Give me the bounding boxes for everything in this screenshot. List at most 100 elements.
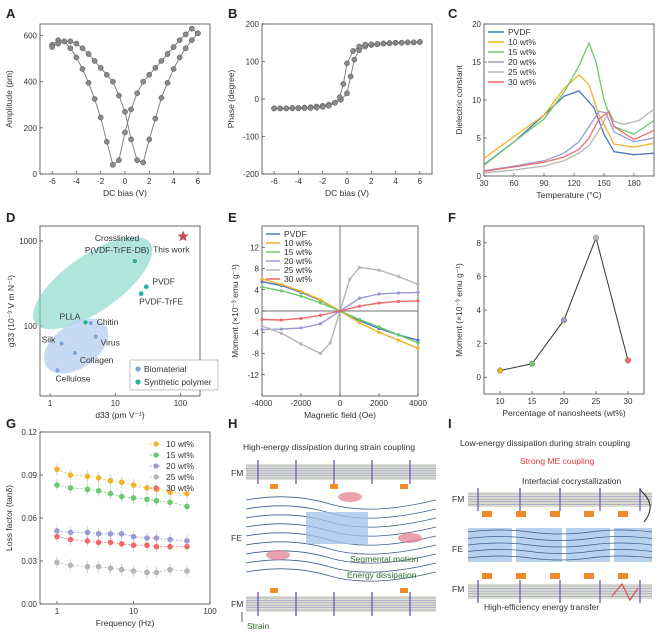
data-point xyxy=(260,285,264,289)
data-point xyxy=(153,535,160,541)
data-point xyxy=(299,294,303,298)
y-tick-label: 0.09 xyxy=(21,471,37,480)
legend-marker xyxy=(153,463,159,469)
legend-label: 25 wt% xyxy=(508,67,536,77)
data-point xyxy=(128,106,134,113)
data-point xyxy=(167,489,173,496)
data-point xyxy=(283,105,290,112)
x-axis-label: Magnetic field (Oe) xyxy=(304,410,376,420)
series-line-15wt xyxy=(483,41,655,166)
diagram-h-segmental-motion: Segmental motion xyxy=(350,554,419,564)
polymer-chain xyxy=(467,542,653,548)
y-tick-label: 0 xyxy=(477,172,482,181)
data-point xyxy=(85,79,92,86)
data-point xyxy=(176,54,183,61)
diagram-h-artwork xyxy=(241,460,437,622)
data-point xyxy=(97,64,104,71)
coupling-block xyxy=(400,588,408,593)
diagram-h-fm-bottom: FM xyxy=(231,599,243,609)
data-point xyxy=(67,38,74,45)
data-point xyxy=(325,102,332,109)
polymer-chain xyxy=(245,496,437,510)
data-point xyxy=(279,331,284,335)
polymer-chain xyxy=(245,541,437,555)
panel-label-g: G xyxy=(6,416,16,431)
data-point xyxy=(344,60,350,67)
x-tick-label: 0 xyxy=(123,177,128,186)
cocrystal-block xyxy=(618,511,628,517)
cocrystal-block xyxy=(482,511,492,517)
data-point xyxy=(497,367,504,374)
panel-label-i: I xyxy=(448,416,452,431)
series-dashed-line xyxy=(56,468,188,494)
data-point xyxy=(396,338,401,342)
x-axis-label: DC bias (V) xyxy=(103,188,147,198)
data-point xyxy=(260,324,264,328)
polymer-chain xyxy=(245,559,437,573)
data-point xyxy=(116,157,122,164)
data-point xyxy=(182,31,189,38)
data-point xyxy=(392,39,399,46)
y-tick-label: 15 xyxy=(472,58,481,67)
data-point xyxy=(67,536,74,543)
point-label: Silk xyxy=(42,335,56,345)
data-point xyxy=(357,296,362,300)
hysteresis-line xyxy=(274,41,420,109)
x-tick-label: -2 xyxy=(319,177,327,186)
data-point xyxy=(107,490,114,497)
data-point xyxy=(279,327,284,331)
cocrystal-block xyxy=(618,573,628,579)
cocrystal-block xyxy=(550,573,560,579)
data-point xyxy=(153,543,160,550)
x-tick-label: 10 xyxy=(496,397,505,406)
y-tick-label: 8 xyxy=(255,265,260,274)
cocrystal-block xyxy=(584,511,594,517)
legend-marker-biomaterial xyxy=(135,366,141,372)
data-point xyxy=(134,157,140,164)
legend-label: 20 wt% xyxy=(284,256,312,266)
point-label: Cellulose xyxy=(56,373,91,383)
data-point xyxy=(97,114,104,121)
data-point xyxy=(625,357,632,364)
data-point xyxy=(130,482,137,488)
y-tick-label: 4 xyxy=(255,286,260,295)
legend-label: Synthetic polymer xyxy=(144,377,212,387)
data-point xyxy=(279,282,284,287)
legend-marker xyxy=(153,485,159,491)
y-axis-label: Phase (degree) xyxy=(226,70,236,129)
data-point xyxy=(152,115,159,122)
x-tick-label: 15 xyxy=(528,397,537,406)
fe-crystal xyxy=(468,528,512,562)
series-line-PVDF xyxy=(483,90,655,166)
y-tick-label: 4 xyxy=(477,306,482,315)
y-tick-label: -200 xyxy=(243,170,260,179)
data-point xyxy=(103,71,110,78)
y-tick-label: 0.12 xyxy=(21,428,37,437)
energy-transfer-spark xyxy=(611,582,639,602)
data-point xyxy=(377,268,381,272)
series-line-25wt xyxy=(483,108,655,174)
legend-label: 10 wt% xyxy=(508,37,536,47)
data-point xyxy=(271,105,277,112)
data-point xyxy=(146,136,153,143)
y-axis-label: Moment (×10⁻³ emu g⁻¹) xyxy=(230,264,240,358)
data-point xyxy=(146,71,153,78)
y-tick-label: 0 xyxy=(33,170,38,179)
data-point xyxy=(140,159,147,166)
panel-label-h: H xyxy=(228,416,237,431)
data-point xyxy=(85,51,92,57)
x-tick-label: 30 xyxy=(480,179,489,188)
x-tick-label: -2 xyxy=(97,177,105,186)
data-point xyxy=(396,333,401,337)
point-label: PVDF xyxy=(152,277,175,287)
diagram-i-fm-bottom: FM xyxy=(452,584,464,594)
legend-box xyxy=(129,359,219,391)
data-point xyxy=(158,94,165,101)
data-point xyxy=(118,493,125,500)
y-tick-label: 5 xyxy=(477,134,482,143)
data-point xyxy=(416,299,420,303)
x-tick-label: 90 xyxy=(540,179,549,188)
y-axis-label: Amplitude (pm) xyxy=(4,70,14,128)
data-point xyxy=(374,41,381,47)
